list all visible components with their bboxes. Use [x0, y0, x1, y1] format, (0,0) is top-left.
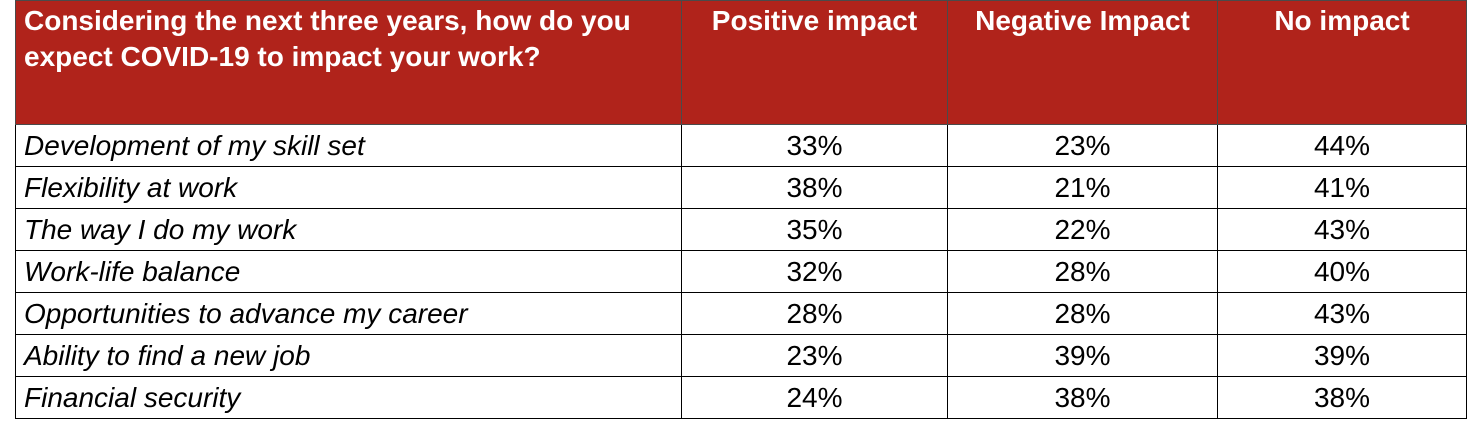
row-label: Ability to find a new job — [15, 334, 682, 377]
no-impact-value: 44% — [1217, 124, 1467, 167]
row-label: Flexibility at work — [15, 166, 682, 209]
positive-value: 23% — [681, 334, 948, 377]
table-row: Flexibility at work 38% 21% 41% — [15, 166, 1467, 209]
row-label: Development of my skill set — [15, 124, 682, 167]
question-header: Considering the next three years, how do… — [15, 0, 682, 125]
header-row: Considering the next three years, how do… — [15, 0, 1467, 125]
negative-value: 38% — [947, 376, 1218, 419]
negative-value: 23% — [947, 124, 1218, 167]
table-row: Work-life balance 32% 28% 40% — [15, 250, 1467, 293]
table-row: Opportunities to advance my career 28% 2… — [15, 292, 1467, 335]
positive-value: 38% — [681, 166, 948, 209]
no-impact-value: 43% — [1217, 208, 1467, 251]
negative-value: 39% — [947, 334, 1218, 377]
row-label: The way I do my work — [15, 208, 682, 251]
row-label: Opportunities to advance my career — [15, 292, 682, 335]
positive-value: 24% — [681, 376, 948, 419]
negative-value: 28% — [947, 250, 1218, 293]
negative-value: 22% — [947, 208, 1218, 251]
negative-impact-header: Negative Impact — [947, 0, 1218, 125]
table-row: Development of my skill set 33% 23% 44% — [15, 124, 1467, 167]
positive-value: 33% — [681, 124, 948, 167]
negative-value: 21% — [947, 166, 1218, 209]
no-impact-value: 41% — [1217, 166, 1467, 209]
no-impact-value: 43% — [1217, 292, 1467, 335]
row-label: Work-life balance — [15, 250, 682, 293]
table-row: Ability to find a new job 23% 39% 39% — [15, 334, 1467, 377]
positive-value: 32% — [681, 250, 948, 293]
no-impact-value: 40% — [1217, 250, 1467, 293]
positive-value: 28% — [681, 292, 948, 335]
positive-impact-header: Positive impact — [681, 0, 948, 125]
negative-value: 28% — [947, 292, 1218, 335]
no-impact-value: 38% — [1217, 376, 1467, 419]
table-row: The way I do my work 35% 22% 43% — [15, 208, 1467, 251]
table-row: Financial security 24% 38% 38% — [15, 376, 1467, 419]
row-label: Financial security — [15, 376, 682, 419]
no-impact-value: 39% — [1217, 334, 1467, 377]
impact-table: Considering the next three years, how do… — [15, 0, 1467, 419]
no-impact-header: No impact — [1217, 0, 1467, 125]
positive-value: 35% — [681, 208, 948, 251]
